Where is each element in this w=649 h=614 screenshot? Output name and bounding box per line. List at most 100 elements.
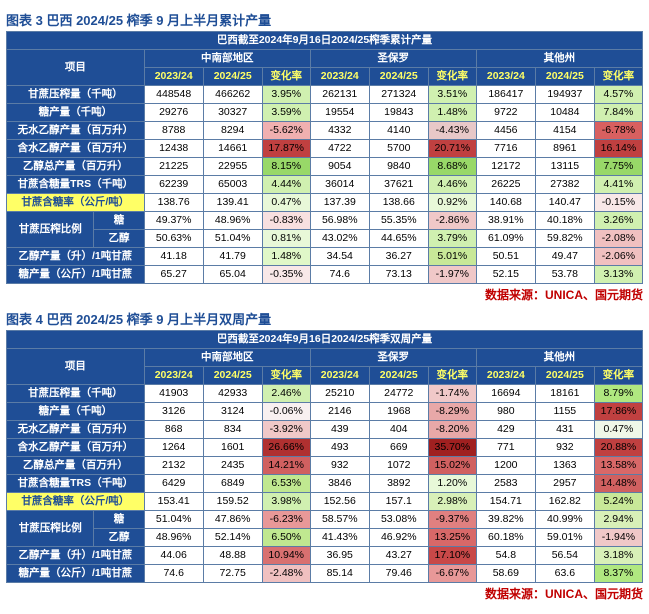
row-label: 乙醇总产量（百万升） bbox=[7, 158, 145, 176]
cell: 140.47 bbox=[535, 194, 594, 212]
row-label: 甘蔗压榨量（千吨） bbox=[7, 385, 145, 403]
cell: 1.48% bbox=[262, 248, 310, 266]
cell: 56.98% bbox=[310, 212, 369, 230]
cell: 2132 bbox=[144, 457, 203, 475]
table-row: 乙醇50.63%51.04%0.81%43.02%44.65%3.79%61.0… bbox=[7, 230, 643, 248]
sub-header: 变化率 bbox=[594, 367, 642, 385]
sub-header: 变化率 bbox=[262, 68, 310, 86]
cell: 186417 bbox=[476, 86, 535, 104]
cell: 14.48% bbox=[594, 475, 642, 493]
chart-title: 图表 3 巴西 2024/25 榨季 9 月上半月累计产量 bbox=[6, 10, 643, 29]
cell: 53.78 bbox=[535, 266, 594, 284]
cell: 21225 bbox=[144, 158, 203, 176]
cell: -2.06% bbox=[594, 248, 642, 266]
cell: 44.65% bbox=[369, 230, 428, 248]
table-row: 乙醇48.96%52.14%6.50%41.43%46.92%13.25%60.… bbox=[7, 529, 643, 547]
cell: 12438 bbox=[144, 140, 203, 158]
table-row: 甘蔗含糖量TRS（千吨）62239650034.44%36014376214.4… bbox=[7, 176, 643, 194]
sub-header: 变化率 bbox=[262, 367, 310, 385]
table-row: 乙醇产量（升）/1吨甘蔗44.0648.8810.94%36.9543.2717… bbox=[7, 547, 643, 565]
cell: 40.18% bbox=[535, 212, 594, 230]
cell: -6.23% bbox=[262, 511, 310, 529]
table-row: 甘蔗压榨比例糖51.04%47.86%-6.23%58.57%53.08%-9.… bbox=[7, 511, 643, 529]
sub-header: 2024/25 bbox=[203, 68, 262, 86]
cell: 1200 bbox=[476, 457, 535, 475]
cell: 0.81% bbox=[262, 230, 310, 248]
sub-header: 2024/25 bbox=[535, 68, 594, 86]
cell: 41.18 bbox=[144, 248, 203, 266]
cell: 15.02% bbox=[428, 457, 476, 475]
cell: 9840 bbox=[369, 158, 428, 176]
cell: 139.41 bbox=[203, 194, 262, 212]
chart-title: 图表 4 巴西 2024/25 榨季 9 月上半月双周产量 bbox=[6, 309, 643, 328]
cell: 1072 bbox=[369, 457, 428, 475]
cell: 63.6 bbox=[535, 565, 594, 583]
cell: 4.44% bbox=[262, 176, 310, 194]
row-label: 糖产量（千吨） bbox=[7, 403, 145, 421]
cell: 138.66 bbox=[369, 194, 428, 212]
table-row: 无水乙醇产量（百万升）87888294-5.62%43324140-4.43%4… bbox=[7, 122, 643, 140]
cell: 50.51 bbox=[476, 248, 535, 266]
table-row: 甘蔗含糖量TRS（千吨）642968496.53%384638921.20%25… bbox=[7, 475, 643, 493]
cell: 49.37% bbox=[144, 212, 203, 230]
cell: 58.69 bbox=[476, 565, 535, 583]
cell: 466262 bbox=[203, 86, 262, 104]
cell: 3.13% bbox=[594, 266, 642, 284]
cell: 2957 bbox=[535, 475, 594, 493]
item-header: 项目 bbox=[7, 50, 145, 86]
table-row: 乙醇产量（升）/1吨甘蔗41.1841.791.48%34.5436.275.0… bbox=[7, 248, 643, 266]
cell: 10484 bbox=[535, 104, 594, 122]
cell: 669 bbox=[369, 439, 428, 457]
cell: 932 bbox=[535, 439, 594, 457]
table-row: 糖产量（千吨）29276303273.59%19554198431.48%972… bbox=[7, 104, 643, 122]
cell: 55.35% bbox=[369, 212, 428, 230]
table-row: 糖产量（公斤）/1吨甘蔗65.2765.04-0.35%74.673.13-1.… bbox=[7, 266, 643, 284]
cell: 7.75% bbox=[594, 158, 642, 176]
cell: 8788 bbox=[144, 122, 203, 140]
cell: 13.58% bbox=[594, 457, 642, 475]
cell: 0.47% bbox=[594, 421, 642, 439]
region-header: 其他州 bbox=[476, 349, 642, 367]
cell: 79.46 bbox=[369, 565, 428, 583]
cell: 36014 bbox=[310, 176, 369, 194]
cell: 59.01% bbox=[535, 529, 594, 547]
cell: 8.15% bbox=[262, 158, 310, 176]
sub-header: 变化率 bbox=[594, 68, 642, 86]
cell: 0.92% bbox=[428, 194, 476, 212]
cell: -0.06% bbox=[262, 403, 310, 421]
cell: 7.84% bbox=[594, 104, 642, 122]
cell: 6429 bbox=[144, 475, 203, 493]
row-label: 乙醇产量（升）/1吨甘蔗 bbox=[7, 248, 145, 266]
cell: 36.27 bbox=[369, 248, 428, 266]
cell: -2.08% bbox=[594, 230, 642, 248]
cell: 6.50% bbox=[262, 529, 310, 547]
cell: 429 bbox=[476, 421, 535, 439]
row-label: 无水乙醇产量（百万升） bbox=[7, 122, 145, 140]
cell: 65.04 bbox=[203, 266, 262, 284]
cell: 493 bbox=[310, 439, 369, 457]
cell: 137.39 bbox=[310, 194, 369, 212]
cell: 24772 bbox=[369, 385, 428, 403]
cell: 1601 bbox=[203, 439, 262, 457]
cell: 1155 bbox=[535, 403, 594, 421]
cell: 404 bbox=[369, 421, 428, 439]
cell: 51.04% bbox=[144, 511, 203, 529]
table-row: 乙醇总产量（百万升）21225229558.15%905498408.68%12… bbox=[7, 158, 643, 176]
table-row: 无水乙醇产量（百万升）868834-3.92%439404-8.20%42943… bbox=[7, 421, 643, 439]
cell: 6.53% bbox=[262, 475, 310, 493]
cell: 4332 bbox=[310, 122, 369, 140]
cell: 20.71% bbox=[428, 140, 476, 158]
cell: -1.74% bbox=[428, 385, 476, 403]
cell: 13115 bbox=[535, 158, 594, 176]
row-label: 糖 bbox=[94, 511, 144, 529]
cell: 4456 bbox=[476, 122, 535, 140]
cell: 2.94% bbox=[594, 511, 642, 529]
cell: 54.8 bbox=[476, 547, 535, 565]
cell: 439 bbox=[310, 421, 369, 439]
cell: 26.66% bbox=[262, 439, 310, 457]
cell: 3.51% bbox=[428, 86, 476, 104]
cell: 431 bbox=[535, 421, 594, 439]
row-label: 乙醇 bbox=[94, 230, 144, 248]
cell: 4.46% bbox=[428, 176, 476, 194]
row-label: 含水乙醇产量（百万升） bbox=[7, 439, 145, 457]
